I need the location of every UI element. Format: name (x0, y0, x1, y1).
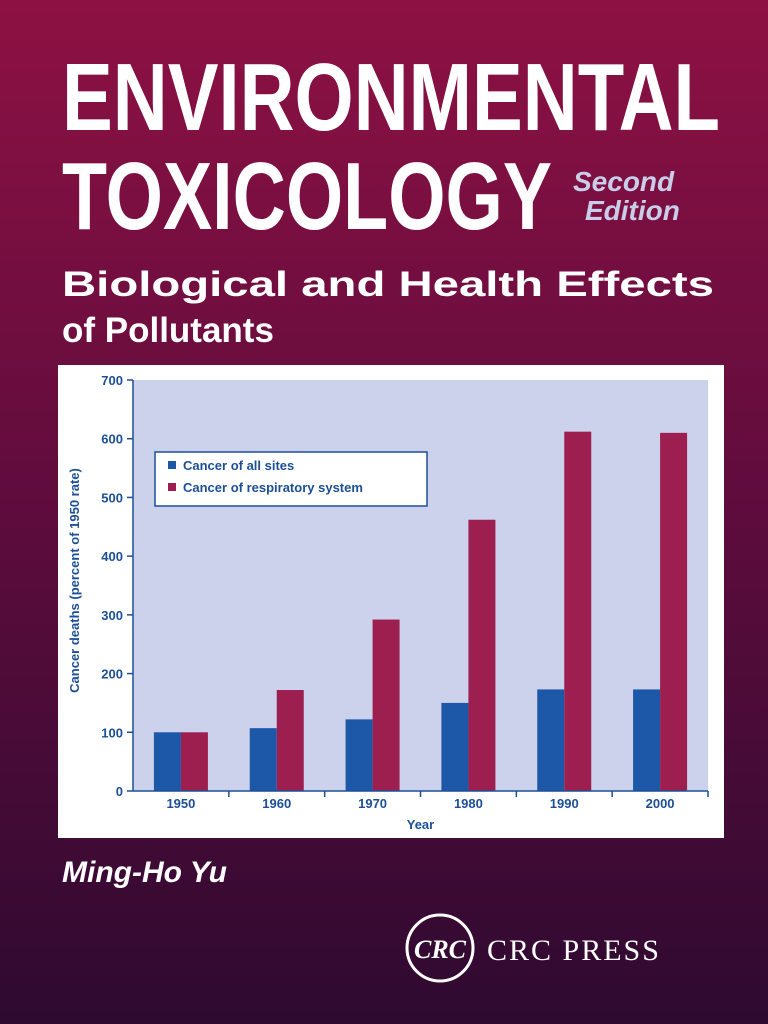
logo-ring (405, 913, 475, 983)
bar (276, 690, 304, 791)
bar (372, 619, 400, 791)
publisher: CRC PRESS (487, 934, 661, 967)
x-tick-label: 1950 (166, 796, 195, 811)
bar (537, 689, 565, 791)
title-line: ENVIRONMENTAL (62, 44, 720, 151)
legend-swatch (168, 483, 176, 491)
title-line: TOXICOLOGY (62, 143, 552, 250)
bar (345, 719, 373, 791)
x-axis-label: Year (407, 817, 434, 832)
y-tick-label: 200 (101, 667, 123, 682)
edition: Second (573, 166, 675, 197)
bar (153, 732, 181, 791)
x-tick-label: 1960 (262, 796, 291, 811)
subtitle: Biological and Health Effects (62, 265, 714, 304)
y-tick-label: 100 (101, 725, 123, 740)
bar (660, 432, 688, 791)
legend-box (154, 451, 428, 507)
x-tick-label: 2000 (646, 796, 675, 811)
x-tick-label: 1980 (454, 796, 483, 811)
x-tick-label: 1970 (358, 796, 387, 811)
legend-label: Cancer of all sites (183, 458, 294, 473)
y-tick-label: 500 (101, 490, 123, 505)
bar (180, 732, 208, 791)
bar (633, 689, 661, 791)
y-tick-label: 0 (116, 784, 123, 799)
bar (249, 728, 277, 791)
y-axis-label: Cancer deaths (percent of 1950 rate) (67, 468, 82, 693)
y-tick-label: 600 (101, 432, 123, 447)
bar (468, 519, 496, 791)
logo: CRC (414, 935, 467, 964)
bar (441, 702, 469, 791)
x-tick-label: 1990 (550, 796, 579, 811)
y-tick-label: 700 (101, 373, 123, 388)
edition: Edition (585, 195, 680, 226)
y-tick-label: 300 (101, 608, 123, 623)
subtitle: of Pollutants (62, 311, 274, 350)
chart: 0 100 200 300 400 500 600 700 1950 1960 1970 1980 19… (67, 373, 709, 832)
legend-label: Cancer of respiratory system (183, 480, 363, 495)
plot-area (133, 380, 708, 791)
author: Ming-Ho Yu (62, 856, 227, 889)
legend-swatch (168, 461, 176, 469)
bar (564, 431, 592, 791)
y-tick-label: 400 (101, 549, 123, 564)
